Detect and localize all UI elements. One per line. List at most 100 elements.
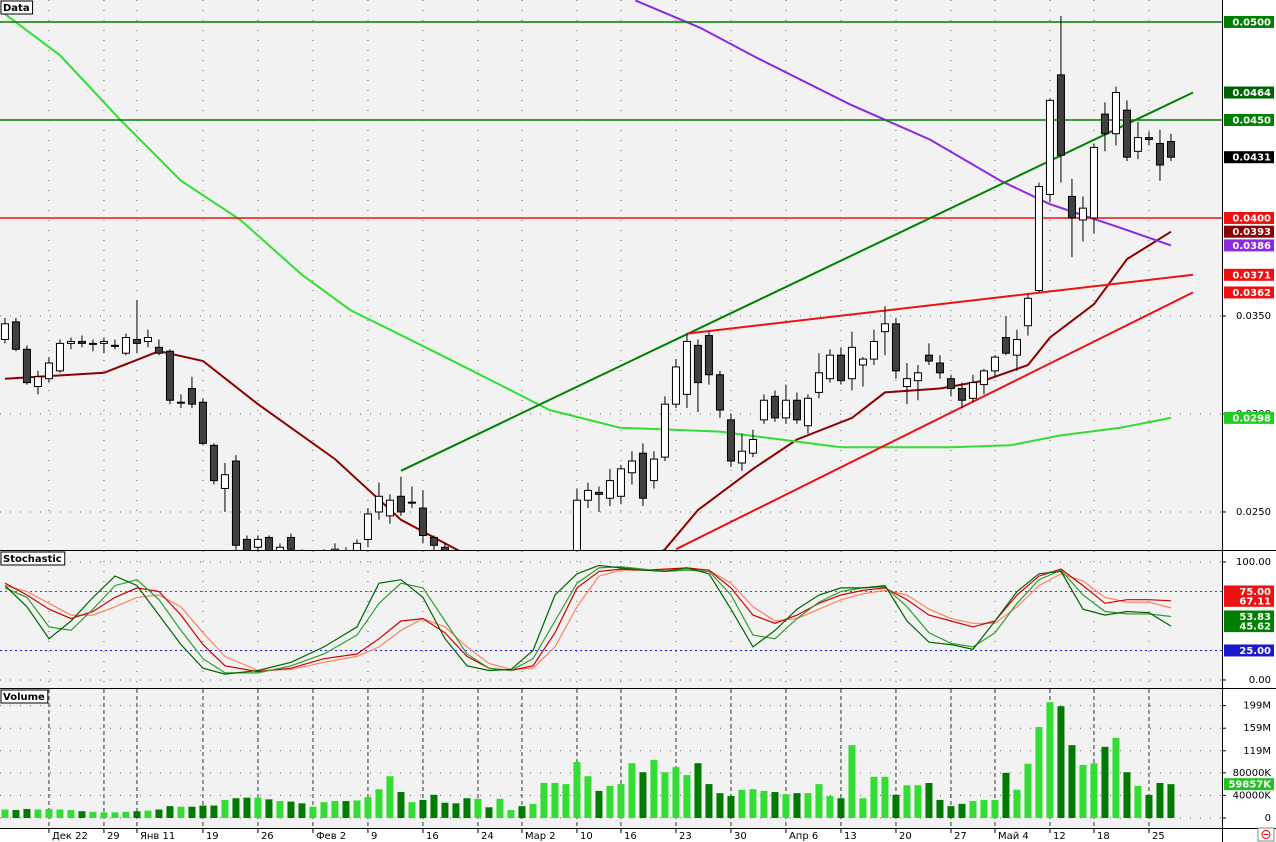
- pane-title-label: Stochastic: [3, 554, 62, 565]
- price-tag: [1224, 225, 1274, 238]
- pane-title-box: [0, 0, 34, 15]
- candle-body: [880, 323, 889, 333]
- candle-body: [396, 495, 405, 513]
- pane-title-label: Volume: [3, 692, 45, 703]
- volume-bar: [837, 798, 845, 819]
- y-tick-label: 199M: [1243, 701, 1271, 712]
- volume-bar: [683, 775, 691, 819]
- x-tick-label: 24: [481, 831, 494, 842]
- volume-bar: [1024, 763, 1032, 819]
- x-tick-label: Янв 11: [140, 831, 175, 842]
- volume-bar: [232, 798, 240, 819]
- price-tag: [1224, 151, 1274, 164]
- y-tick-label: 80000K: [1233, 768, 1272, 779]
- price-tag: [1224, 610, 1274, 623]
- volume-bar: [474, 798, 482, 819]
- volume-bar: [353, 800, 361, 819]
- candle-body: [1133, 137, 1142, 152]
- x-tick-label: Фев 2: [316, 831, 346, 842]
- volume-bar: [408, 802, 416, 819]
- candle-body: [891, 323, 900, 372]
- y-tick-label: 0.0350: [1236, 311, 1271, 322]
- volume-bar: [1112, 737, 1120, 819]
- volume-bar: [485, 807, 493, 819]
- volume-bar: [947, 806, 955, 819]
- candle-body: [253, 538, 262, 548]
- price-tag: [1224, 644, 1274, 657]
- volume-bar: [122, 811, 130, 819]
- candle-body: [77, 340, 86, 344]
- candle-body: [198, 401, 207, 444]
- candle-body: [902, 378, 911, 388]
- price-tag: [1224, 585, 1274, 598]
- x-tick-label: 16: [624, 831, 637, 842]
- volume-bar: [870, 776, 878, 819]
- candle-body: [1155, 142, 1164, 166]
- volume-bar: [34, 809, 42, 819]
- candle-body: [1166, 141, 1175, 158]
- candle-body: [352, 542, 361, 550]
- volume-bar: [243, 797, 251, 819]
- volume-bar: [1145, 794, 1153, 819]
- candle-body: [176, 401, 185, 404]
- volume-bar: [144, 810, 152, 819]
- pane-title-label: Data: [3, 3, 30, 14]
- price-tag-label: 0.0362: [1232, 288, 1271, 299]
- volume-bar: [298, 803, 306, 819]
- pane-title-box: [0, 689, 49, 704]
- pane: [0, 0, 1222, 550]
- y-tick-label: 159M: [1243, 723, 1271, 734]
- volume-bar: [342, 801, 350, 819]
- candle-body: [1056, 74, 1065, 156]
- volume-bar: [386, 776, 394, 819]
- candle-body: [1012, 338, 1021, 356]
- trendline: [675, 291, 1194, 550]
- price-tag-label: 75.00: [1239, 587, 1271, 598]
- volume-bar: [1013, 789, 1021, 819]
- volume-bar: [188, 806, 196, 819]
- y-tick-label: 0.0250: [1236, 507, 1271, 518]
- candle-body: [814, 372, 823, 393]
- moving-average: [4, 13, 1172, 449]
- volume-bar: [23, 808, 31, 819]
- candle-body: [649, 458, 658, 482]
- x-tick-label: Апр 6: [789, 831, 818, 842]
- volume-bar: [892, 794, 900, 819]
- candle-body: [374, 495, 383, 513]
- price-tag: [1224, 286, 1274, 299]
- candle-body: [1078, 207, 1087, 221]
- candle-body: [693, 344, 702, 384]
- volume-bar: [496, 798, 504, 819]
- candle-body: [66, 340, 75, 344]
- price-tag-label: 0.0298: [1232, 413, 1271, 424]
- volume-bar: [199, 805, 207, 819]
- volume-bar: [100, 812, 108, 819]
- candle-body: [121, 337, 130, 354]
- price-tag: [1224, 620, 1274, 633]
- candle-body: [935, 362, 944, 374]
- candle-body: [671, 366, 680, 405]
- candle-body: [242, 538, 251, 550]
- candle-body: [913, 372, 922, 382]
- volume-bar: [1068, 745, 1076, 819]
- volume-bar: [320, 802, 328, 819]
- price-tag: [1224, 86, 1274, 99]
- candle-body: [726, 419, 735, 462]
- candle-body: [792, 399, 801, 421]
- candle-body: [924, 354, 933, 362]
- x-tick-label: 9: [371, 831, 377, 842]
- pane-bg: [0, 0, 1222, 550]
- volume-bar: [826, 795, 834, 819]
- volume-bar: [793, 793, 801, 819]
- candle-body: [264, 536, 273, 550]
- candle-body: [440, 546, 449, 550]
- x-tick-label: Мар 2: [525, 831, 556, 842]
- volume-bar: [1123, 772, 1131, 819]
- volume-bar: [595, 790, 603, 819]
- y-tick-label: 0.00: [1249, 675, 1271, 686]
- volume-bar: [936, 799, 944, 819]
- candle-body: [165, 350, 174, 401]
- candle-body: [737, 450, 746, 464]
- volume-bar: [969, 801, 977, 819]
